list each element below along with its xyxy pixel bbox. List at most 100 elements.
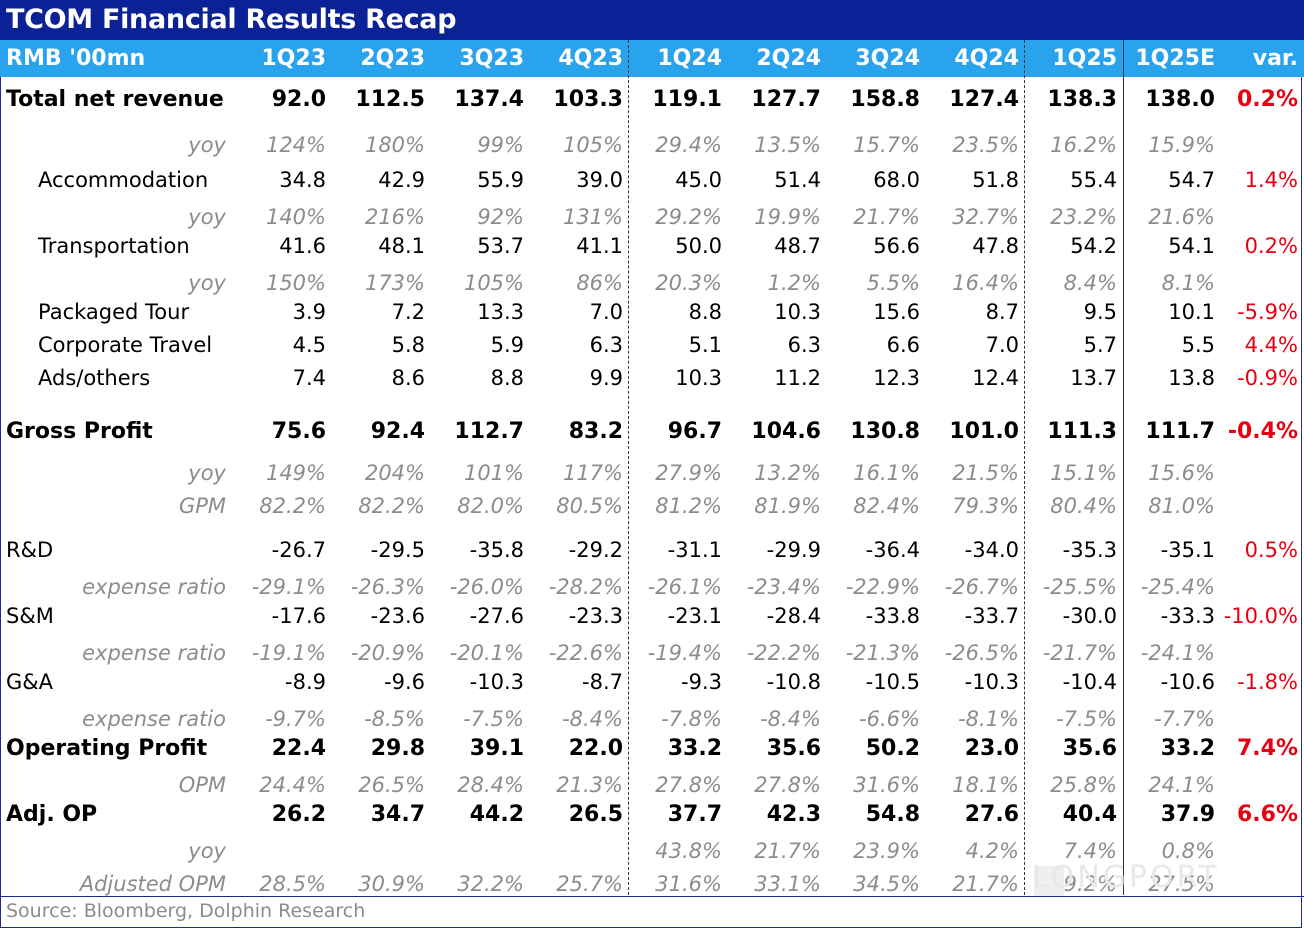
cell-value-2q24: 11.2 <box>774 366 821 390</box>
table-row: G&A -8.9 -9.6 -10.3 -8.7 -9.3 -10.8 -10.5 -10.3 -… <box>0 666 1304 699</box>
cell-value-2q23: 42.9 <box>378 168 425 192</box>
row-label: Ads/others <box>38 366 151 390</box>
cell-value-2q24: 21.7% <box>754 839 821 863</box>
cell-value-2q24: 13.2% <box>754 461 821 485</box>
cell-value-4q23: 9.9 <box>589 366 623 390</box>
cell-value-1q25: -10.4 <box>1062 670 1117 694</box>
cell-value-4q23: -22.6% <box>548 641 623 665</box>
cell-value-4q24: 21.5% <box>952 461 1019 485</box>
row-label: Adjusted OPM <box>79 872 226 896</box>
cell-value-3q23: 28.4% <box>457 773 524 797</box>
cell-value-4q24: 12.4 <box>972 366 1019 390</box>
cell-value-3q24: 5.5% <box>866 271 920 295</box>
cell-value-3q24: 158.8 <box>850 87 920 112</box>
cell-value-2q23: 30.9% <box>358 872 425 896</box>
cell-value-1q25: -21.7% <box>1042 641 1117 665</box>
cell-value-4q24: -33.7 <box>964 604 1019 628</box>
cell-value-1q25e: 138.0 <box>1145 87 1215 112</box>
cell-value-1q25e: 37.9 <box>1160 802 1215 827</box>
row-label: yoy <box>188 133 226 157</box>
cell-value-4q23: 80.5% <box>556 494 623 518</box>
title-bar: TCOM Financial Results Recap <box>0 0 1304 40</box>
row-label: Adj. OP <box>6 802 98 827</box>
row-label: expense ratio <box>82 707 226 731</box>
cell-value-3q23: 137.4 <box>454 87 524 112</box>
cell-value-2q24: -23.4% <box>746 575 821 599</box>
cell-value-3q23: 32.2% <box>457 872 524 896</box>
cell-value-3q23: 55.9 <box>477 168 524 192</box>
cell-value-3q23: -26.0% <box>449 575 524 599</box>
cell-value-1q23: 149% <box>265 461 326 485</box>
cell-value-1q23: 41.6 <box>279 234 326 258</box>
cell-value-2q23: -29.5 <box>370 538 425 562</box>
table-row: Total net revenue 92.0 112.5 137.4 103.3 119.… <box>0 83 1304 116</box>
cell-value-3q23: -10.3 <box>469 670 524 694</box>
cell-value-1q24: 31.6% <box>655 872 722 896</box>
cell-value-3q24: 82.4% <box>853 494 920 518</box>
table-row: yoy 149% 204% 101% 117% 27.9% 13.2% 16.1% 21.5% 1… <box>0 453 1304 486</box>
cell-value-4q24: 23.5% <box>952 133 1019 157</box>
divider-actual-estimate <box>1123 40 1124 895</box>
cell-value-2q23: 48.1 <box>378 234 425 258</box>
header-period-4q23: 4Q23 <box>558 46 623 71</box>
table-row: yoy 150% 173% 105% 86% 20.3% 1.2% 5.5% 16.4% 8.4%… <box>0 263 1304 296</box>
cell-value-1q25e: 54.1 <box>1168 234 1215 258</box>
cell-value-1q23: -9.7% <box>265 707 326 731</box>
cell-value-4q23: -23.3 <box>568 604 623 628</box>
table-row: R&D -26.7 -29.5 -35.8 -29.2 -31.1 -29.9 -36.4 -3… <box>0 534 1304 567</box>
cell-value-1q25e: -35.1 <box>1160 538 1215 562</box>
cell-value-1q23: 124% <box>265 133 326 157</box>
cell-value-1q24: -31.1 <box>667 538 722 562</box>
cell-value-4q24: 16.4% <box>952 271 1019 295</box>
row-label: Accommodation <box>38 168 209 192</box>
row-label: Corporate Travel <box>38 333 213 357</box>
cell-value-1q24: 50.0 <box>675 234 722 258</box>
cell-value-1q25: -35.3 <box>1062 538 1117 562</box>
cell-value-1q23: 34.8 <box>279 168 326 192</box>
divider-2023 <box>628 40 629 895</box>
cell-value-2q24: 104.6 <box>751 419 821 444</box>
cell-value-1q24: 27.9% <box>655 461 722 485</box>
row-label: S&M <box>6 604 54 628</box>
cell-value-1q24: 5.1 <box>688 333 722 357</box>
cell-value-2q23: 180% <box>364 133 425 157</box>
cell-value-1q25: 35.6 <box>1062 736 1117 761</box>
cell-value-4q24: -26.7% <box>944 575 1019 599</box>
cell-value-2q23: 29.8 <box>370 736 425 761</box>
cell-value-3q23: -20.1% <box>449 641 524 665</box>
cell-value-2q24: -10.8 <box>766 670 821 694</box>
cell-value-2q23: -23.6 <box>370 604 425 628</box>
header-period-1q24: 1Q24 <box>657 46 722 71</box>
cell-value-2q24: 27.8% <box>754 773 821 797</box>
cell-value-2q24: 19.9% <box>754 205 821 229</box>
row-label: Gross Profit <box>6 419 153 444</box>
cell-value-1q24: 81.2% <box>655 494 722 518</box>
cell-value-3q23: 44.2 <box>469 802 524 827</box>
source-divider <box>0 896 1304 897</box>
cell-value-4q24: -10.3 <box>964 670 1019 694</box>
cell-value-1q25e: 111.7 <box>1145 419 1215 444</box>
cell-value-1q25e: 33.2 <box>1160 736 1215 761</box>
cell-value-1q25: 15.1% <box>1050 461 1117 485</box>
variance-value: 7.4% <box>1236 736 1298 761</box>
cell-value-2q24: 35.6 <box>766 736 821 761</box>
cell-value-4q23: 25.7% <box>556 872 623 896</box>
cell-value-2q23: 8.6 <box>391 366 425 390</box>
cell-value-1q23: 82.2% <box>259 494 326 518</box>
row-label: yoy <box>188 271 226 295</box>
cell-value-1q23: 26.2 <box>271 802 326 827</box>
cell-value-4q24: 79.3% <box>952 494 1019 518</box>
table-row: Transportation 41.6 48.1 53.7 41.1 50.0 48.7 56… <box>0 230 1304 263</box>
cell-value-4q23: -29.2 <box>568 538 623 562</box>
cell-value-1q25: 138.3 <box>1047 87 1117 112</box>
table-row: GPM 82.2% 82.2% 82.0% 80.5% 81.2% 81.9% 82.4% 79… <box>0 486 1304 519</box>
variance-value: -0.9% <box>1237 366 1298 390</box>
cell-value-1q25: 23.2% <box>1050 205 1117 229</box>
row-label: yoy <box>188 839 226 863</box>
cell-value-2q23: 34.7 <box>370 802 425 827</box>
header-period-2q24: 2Q24 <box>756 46 821 71</box>
table-row: expense ratio -9.7% -8.5% -7.5% -8.4% -7.8% -8… <box>0 699 1304 732</box>
cell-value-4q23: -8.7 <box>582 670 623 694</box>
cell-value-1q23: 24.4% <box>259 773 326 797</box>
cell-value-2q23: 112.5 <box>355 87 425 112</box>
